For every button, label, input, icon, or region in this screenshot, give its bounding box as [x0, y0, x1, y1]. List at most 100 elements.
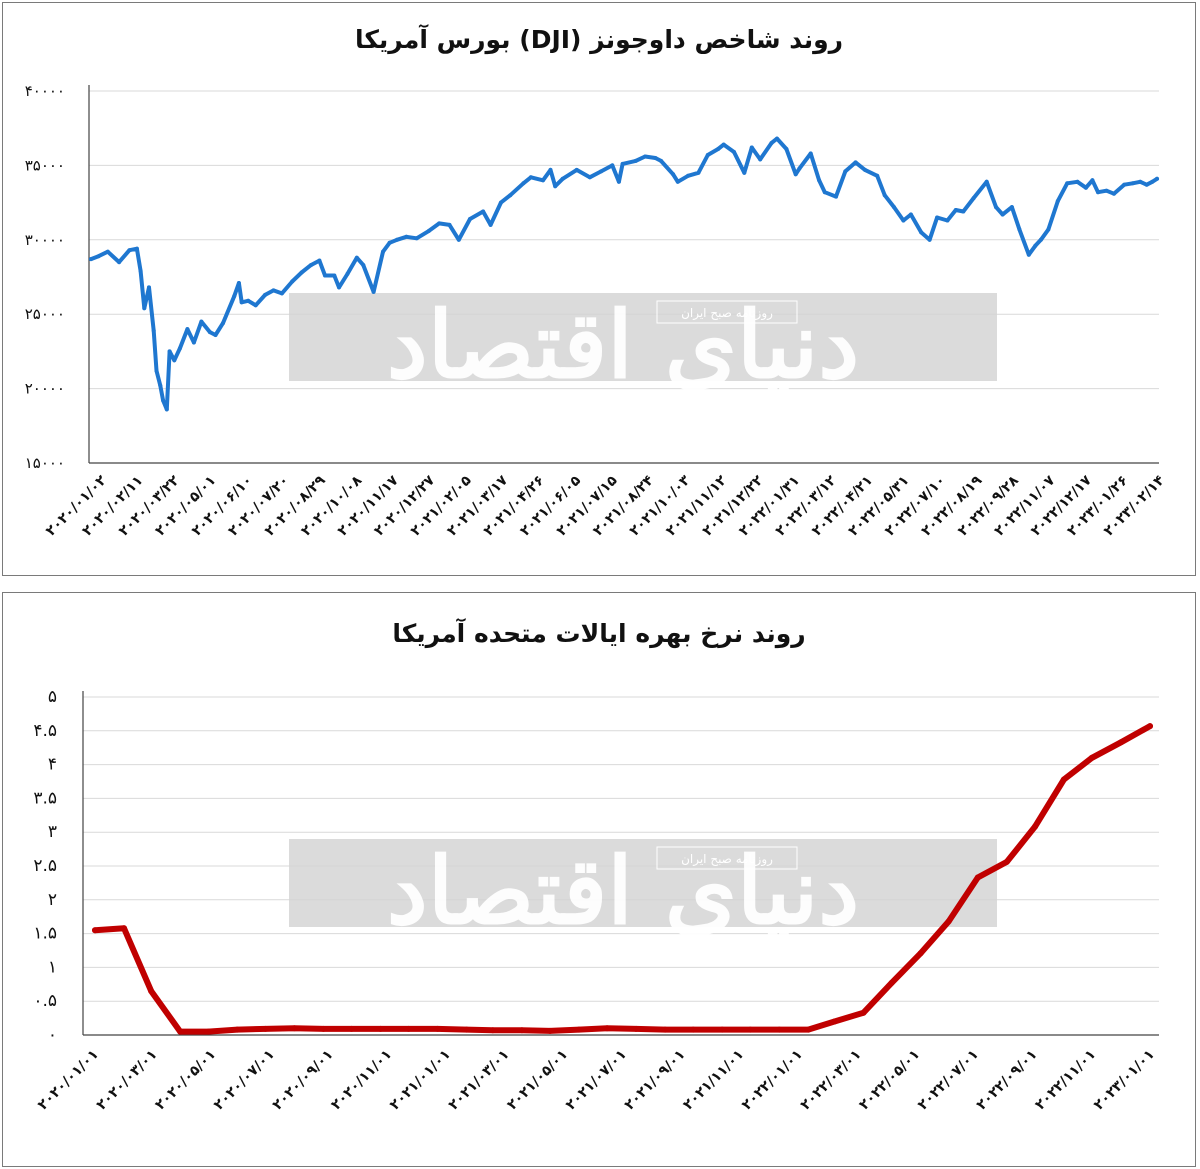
data-point: [236, 281, 241, 285]
data-point: [1155, 176, 1159, 181]
data-point: [191, 340, 196, 345]
data-point: [234, 1026, 241, 1033]
data-point: [843, 169, 848, 174]
x-tick-label: ۲۰۲۲/۰۷/۰۱: [915, 1047, 982, 1114]
y-tick-label: ۲۰۰۰۰: [25, 380, 65, 398]
data-point: [1009, 205, 1014, 210]
data-point: [213, 333, 218, 337]
data-point: [917, 950, 924, 957]
data-point: [395, 237, 399, 242]
y-tick-label: ۴: [48, 755, 57, 775]
data-point: [1118, 739, 1124, 746]
dji-chart-panel: روند شاخص داوجونز (DJI) بورس آمریکا ۱۵۰۰…: [2, 2, 1196, 576]
data-point: [719, 1026, 726, 1033]
data-point: [908, 212, 913, 217]
data-point: [784, 147, 789, 151]
data-point: [547, 1027, 553, 1034]
y-tick-label: ۳.۵: [33, 788, 57, 808]
data-point: [105, 249, 110, 254]
data-point: [541, 178, 545, 183]
watermark-brand: دنیای اقتصاد: [387, 837, 860, 945]
x-tick-label: ۲۰۲۲/۰۵/۰۱: [856, 1046, 923, 1113]
data-point: [705, 153, 710, 157]
data-point: [291, 1025, 298, 1032]
data-point: [387, 240, 392, 245]
data-point: [560, 176, 565, 181]
x-tick-label: ۲۰۲۱/۰۹/۰۱: [622, 1047, 689, 1114]
data-point: [653, 156, 658, 160]
data-point: [945, 918, 952, 925]
data-point: [447, 222, 452, 227]
data-point: [892, 205, 896, 210]
interest-rate-chart-panel: روند نرخ بهره ایالات متحده آمریکا ۰ ۰.۵ ۱ ۱…: [2, 592, 1196, 1167]
data-point: [337, 285, 341, 290]
data-point: [221, 321, 225, 326]
x-tick-label: ۲۰۲۲/۰۳/۰۱: [798, 1047, 865, 1114]
y-tick-label: ۴۰۰۰۰: [25, 82, 65, 100]
data-point: [239, 300, 244, 305]
data-point: [882, 193, 887, 198]
data-point: [158, 383, 163, 388]
data-point: [769, 141, 774, 146]
watermark-tagline: روزنامه صبح ایران: [681, 306, 773, 321]
x-tick-label: ۲۰۲۲/۰۹/۰۱: [974, 1047, 1041, 1114]
data-point: [263, 292, 268, 297]
data-point: [576, 1026, 582, 1033]
data-point: [1096, 190, 1100, 195]
data-point: [659, 158, 663, 163]
data-point: [919, 230, 924, 235]
x-tick-label: ۲۰۲۳/۰۱/۰۱: [1091, 1047, 1158, 1114]
data-point: [121, 925, 127, 932]
data-point: [633, 1025, 640, 1032]
data-point: [1104, 188, 1109, 193]
x-tick-label: ۲۰۲۰/۰۵/۰۱: [152, 1046, 219, 1113]
data-point: [797, 166, 802, 171]
y-tick-label: ۰.۵: [33, 991, 57, 1011]
data-point: [488, 222, 493, 227]
data-point: [127, 248, 132, 253]
data-point: [610, 163, 615, 168]
data-point: [587, 175, 592, 180]
data-point: [749, 145, 754, 150]
watermark-brand: دنیای اقتصاد: [387, 291, 860, 399]
data-point: [323, 273, 327, 278]
x-tick-label: ۲۰۲۰/۰۹/۰۱: [270, 1047, 337, 1114]
data-point: [463, 1026, 470, 1033]
x-tick-label: ۲۰۲۲/۰۱/۰۱: [739, 1047, 806, 1114]
data-point: [207, 330, 212, 335]
data-point: [151, 328, 156, 333]
data-point: [232, 294, 237, 299]
data-point: [528, 175, 533, 180]
data-point: [604, 1025, 611, 1032]
data-point: [348, 1025, 355, 1032]
data-point: [1055, 199, 1060, 204]
data-point: [553, 184, 558, 189]
data-point: [205, 1028, 212, 1035]
data-point: [317, 258, 322, 263]
data-point: [177, 1028, 184, 1035]
data-point: [377, 1025, 384, 1032]
data-point: [468, 217, 472, 221]
watermark-box: [289, 293, 997, 381]
data-point: [1026, 252, 1031, 257]
data-point: [134, 246, 139, 251]
data-point: [161, 398, 166, 403]
data-point: [148, 988, 155, 995]
data-point: [1075, 179, 1080, 184]
data-point: [1065, 181, 1070, 186]
dji-chart-title: روند شاخص داوجونز (DJI) بورس آمریکا: [354, 25, 844, 54]
data-point: [548, 167, 553, 172]
data-point: [860, 1009, 867, 1016]
y-tick-label: ۳۰۰۰۰: [25, 231, 65, 249]
data-point: [616, 179, 621, 184]
data-point: [935, 215, 940, 220]
data-point: [716, 147, 721, 151]
watermark-tagline: روزنامه صبح ایران: [681, 852, 773, 867]
data-point: [643, 154, 648, 159]
data-point: [508, 193, 513, 198]
data-point: [1083, 185, 1088, 190]
interest-rate-chart-svg: ۰ ۰.۵ ۱ ۱.۵ ۲ ۲.۵ ۳ ۳.۵ ۴ ۴.۵ ۵ دنیای اقتصادروزنامه…: [33, 687, 1159, 1114]
data-point: [747, 1026, 754, 1033]
